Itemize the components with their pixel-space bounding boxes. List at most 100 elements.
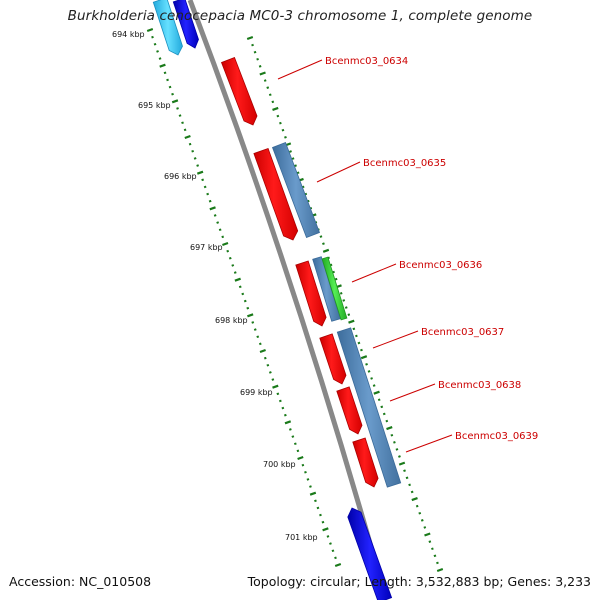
gene-label[interactable]: Bcenmc03_0638 [438,380,521,391]
kbp-label: 694 kbp [112,30,145,39]
minor-tick [347,313,351,316]
major-tick [360,355,368,360]
gene-label[interactable]: Bcenmc03_0635 [363,158,446,169]
minor-tick [436,561,439,565]
minor-tick [355,334,358,338]
minor-tick [163,71,167,75]
kbp-label: 697 kbp [190,243,223,252]
minor-tick [291,157,295,160]
gene-label[interactable]: Bcenmc03_0636 [399,260,482,271]
kbp-label: 696 kbp [164,172,197,181]
minor-tick [281,406,285,410]
minor-tick [403,469,406,473]
major-tick [436,567,444,573]
minor-tick [253,328,257,331]
gene-cyan-top [152,0,183,56]
minor-tick [208,199,212,203]
minor-tick [304,470,307,474]
kbp-label: 700 kbp [263,460,296,469]
minor-tick [418,511,422,515]
minor-tick [431,547,434,551]
major-tick [196,170,204,175]
minor-tick [178,114,182,117]
gene-label[interactable]: Bcenmc03_0634 [325,56,408,67]
gene-label[interactable]: Bcenmc03_0639 [455,431,538,442]
minor-tick [319,513,322,517]
major-tick [386,426,393,431]
minor-tick [266,363,270,367]
minor-tick [268,371,272,374]
major-tick [272,384,279,389]
gene-label-leader [277,59,323,80]
minor-tick [151,35,154,39]
minor-tick [171,92,174,96]
major-tick [309,491,317,496]
minor-tick [246,306,250,310]
major-tick [272,106,279,111]
minor-tick [360,348,363,352]
minor-tick [420,519,424,522]
gene-label-leader [405,434,453,453]
major-tick [247,313,254,318]
major-tick [297,455,304,461]
blast-hit-green [321,256,348,321]
minor-tick [281,128,285,132]
minor-tick [405,476,409,480]
minor-tick [306,478,310,481]
labels: 694 kbp 695 kbp 696 kbp 697 kbp 698 kbp 699 k… [112,30,538,542]
gene-label-leader [372,330,419,349]
gene-blue-bottom [347,507,393,600]
minor-tick [293,442,297,446]
ruler-outer [246,35,444,573]
minor-tick [233,271,237,274]
minor-tick [271,378,275,381]
minor-tick [263,356,267,360]
major-tick [222,241,229,247]
minor-tick [153,42,157,46]
gene-bcenmc03-0636 [295,260,327,327]
major-tick [259,348,266,354]
major-tick [259,71,266,76]
minor-tick [196,164,200,167]
map-title: Burkholderia cenocepacia MC0-3 chromosom… [67,8,533,24]
minor-tick [278,399,282,403]
minor-tick [352,327,356,331]
kbp-label: 701 kbp [285,533,318,542]
gene-bcenmc03-0638 [336,386,363,435]
major-tick [424,532,431,537]
minor-tick [321,520,325,524]
minor-tick [322,242,325,246]
minor-tick [271,100,275,104]
minor-tick [181,121,184,125]
minor-tick [256,57,259,61]
minor-tick [291,435,295,438]
major-tick [348,319,355,324]
minor-tick [385,419,389,423]
gene-bcenmc03-0637 [319,333,347,385]
minor-tick [372,384,376,387]
minor-tick [331,549,335,553]
gene-label[interactable]: Bcenmc03_0637 [421,327,504,338]
gene-label-leader [389,383,436,402]
minor-tick [301,463,305,467]
minor-tick [367,370,371,373]
minor-tick [251,321,255,324]
major-tick [373,390,380,395]
major-tick [284,420,292,425]
minor-tick [294,164,297,167]
minor-tick [203,185,207,189]
minor-tick [201,178,205,182]
minor-tick [433,554,437,558]
major-tick [411,497,418,502]
minor-tick [253,50,257,54]
major-tick [184,134,191,140]
minor-tick [284,135,287,139]
minor-tick [228,256,232,260]
minor-tick [256,335,260,339]
genome-summary-text: Topology: circular; Length: 3,532,883 bp… [247,574,591,589]
minor-tick [395,448,399,451]
reverse-gene-2 [312,256,341,322]
major-tick [159,63,166,68]
major-tick [146,27,154,33]
minor-tick [365,362,368,366]
